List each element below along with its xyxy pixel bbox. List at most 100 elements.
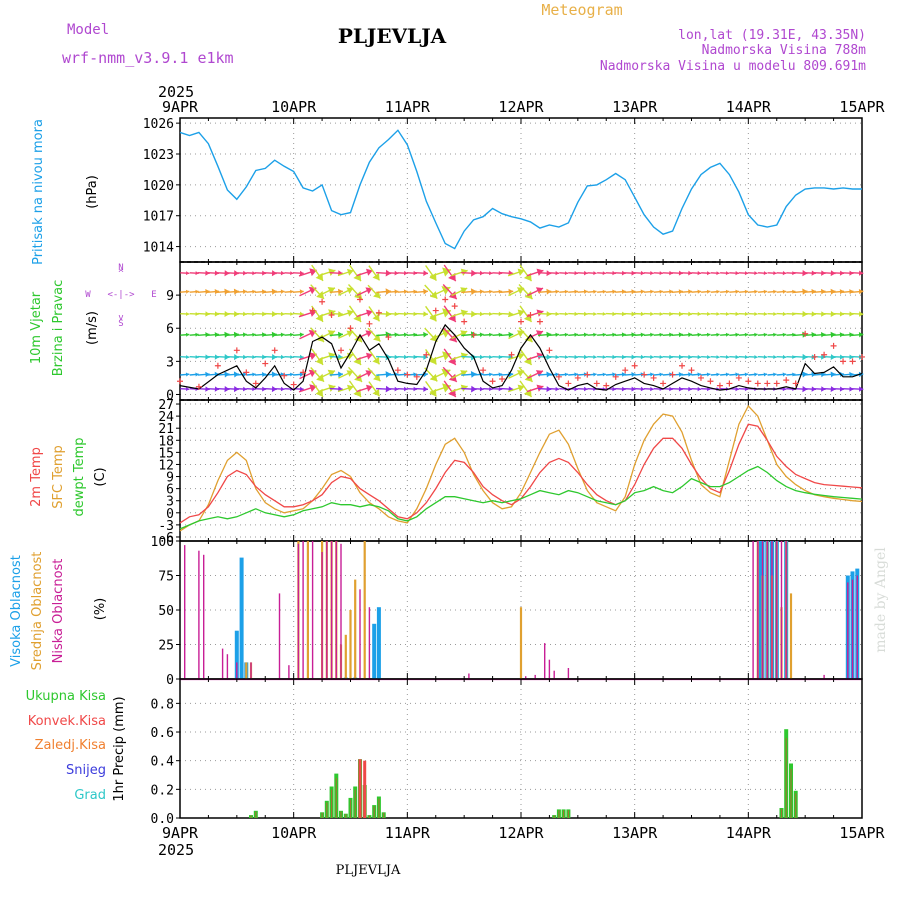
ytick-label: 27 xyxy=(158,398,174,413)
compass-n-arrow: ^ xyxy=(118,269,124,279)
wind-arrow-head xyxy=(782,354,787,360)
wind-arrow-head xyxy=(631,289,636,295)
wind-arrow-head xyxy=(735,386,739,392)
wind-arrow-head xyxy=(290,289,294,294)
cloud-bar-low xyxy=(184,545,186,679)
precip-bar-core xyxy=(567,810,569,818)
time-label-bottom: 12APR xyxy=(498,824,544,842)
wind-arrow-head xyxy=(243,311,247,317)
wind-arrow-head xyxy=(678,332,683,338)
wind-arrow-head xyxy=(754,289,758,294)
wind-gust-mark xyxy=(745,378,752,385)
time-axis-bottom: 9APR 10APR 11APR 12APR 13APR 14APR 15APR xyxy=(162,824,886,842)
ytick-label: -3 xyxy=(158,519,174,534)
temp-ylabel: 2m Temp xyxy=(29,447,44,507)
compass-e: E xyxy=(151,290,156,300)
wind-arrow-head xyxy=(706,372,711,377)
wind-arrow-head xyxy=(338,331,343,338)
wind-gust-mark xyxy=(375,309,382,316)
precip-bar-core xyxy=(558,810,560,818)
wind-arrow-head xyxy=(441,329,451,338)
wind-arrow-head xyxy=(621,270,626,276)
wind-arrow-head xyxy=(479,270,484,276)
ytick-label: 3 xyxy=(166,495,174,510)
wind-arrow-head xyxy=(185,332,190,337)
wind-arrow-head xyxy=(372,356,380,365)
wind-gust-mark xyxy=(565,380,572,387)
wind-arrow-head xyxy=(773,355,777,359)
panel-frame xyxy=(179,678,863,819)
wind-gust-mark xyxy=(432,307,439,314)
wind-arrow-head xyxy=(773,332,777,337)
wind-gust-mark xyxy=(499,376,506,383)
precip-bar-core xyxy=(345,814,347,818)
wind-arrow-head xyxy=(243,270,247,276)
cloud-bar-low xyxy=(468,673,470,679)
precip-bar-core xyxy=(563,810,565,818)
precip-bar-core xyxy=(349,799,352,818)
cloud-bar-low xyxy=(302,541,304,679)
time-label-top: 10APR xyxy=(271,98,317,116)
wind-arrow-head xyxy=(555,289,559,294)
wind-arrow-head xyxy=(640,332,645,337)
wind-arrow-head xyxy=(659,372,663,377)
wind-arrow-head xyxy=(517,268,525,276)
cloud-bar-high xyxy=(758,541,763,679)
wind-arrow-head xyxy=(688,289,693,294)
wind-gust-mark xyxy=(622,367,629,374)
wind-arrow-head xyxy=(640,354,645,360)
wind-arrow-head xyxy=(555,354,559,360)
wind-arrow-head xyxy=(535,330,543,338)
wind-arrow-head xyxy=(280,270,285,276)
wind-arrow-head xyxy=(839,289,845,295)
wind-arrow-head xyxy=(859,311,864,317)
wind-gust-mark xyxy=(612,373,619,380)
wind-arrow-head xyxy=(773,271,777,276)
year-bottom: 2025 xyxy=(158,841,194,859)
wind-arrow-head xyxy=(716,312,720,316)
wind-arrow-head xyxy=(744,271,749,276)
wind-arrow-head xyxy=(404,270,408,276)
time-label-bottom: 15APR xyxy=(839,824,885,842)
wind-arrow-head xyxy=(574,289,578,294)
ytick-label: 50 xyxy=(158,604,174,619)
wind-arrow-head xyxy=(763,289,768,294)
time-label-top: 14APR xyxy=(726,98,772,116)
wind-gust-mark xyxy=(518,318,524,325)
wind-arrow-head xyxy=(347,268,354,276)
time-label-bottom: 9APR xyxy=(162,824,199,842)
wind-gust-mark xyxy=(830,342,837,349)
precip-bar-core xyxy=(785,738,787,818)
wind-arrow-head xyxy=(688,332,693,338)
cloud-bar-low xyxy=(567,668,570,679)
wind-arrow-head xyxy=(754,355,758,359)
precip-legend: Ukupna Kisa Konvek.Kisa Zaledj.Kisa Snij… xyxy=(26,689,106,803)
wind-arrow-head xyxy=(773,312,777,316)
wind-arrow-head xyxy=(716,289,720,294)
wind-arrow-head xyxy=(839,371,845,377)
wind-arrow-head xyxy=(650,386,654,392)
wind-arrow-head xyxy=(744,355,749,360)
wind-arrow-head xyxy=(735,332,739,337)
wind-arrow-head xyxy=(394,289,399,294)
wind-arrow-head xyxy=(479,354,484,360)
wind-arrow-head xyxy=(535,370,543,377)
precip-bar-core xyxy=(383,812,385,818)
wind-arrow-head xyxy=(186,312,190,316)
precip-bar-core xyxy=(354,789,356,818)
wind-arrow-head xyxy=(612,354,616,360)
wind-gust-mark xyxy=(394,367,401,374)
wind-gust-mark xyxy=(233,347,240,354)
wind-arrow-head xyxy=(697,311,702,317)
wind-arrow-head xyxy=(725,312,730,316)
wind-arrow-head xyxy=(252,372,256,377)
wind-arrow-head xyxy=(299,289,304,294)
wind-arrow-head xyxy=(290,372,294,377)
wind-arrow-head xyxy=(243,354,247,360)
wind-gust-mark xyxy=(574,374,581,381)
cloud-ylabel2: Srednja Oblacnost xyxy=(30,552,45,671)
wind-arrow-head xyxy=(659,332,663,337)
wind-arrow-head xyxy=(688,311,693,317)
legend-snow: Snijeg xyxy=(66,763,106,778)
wind-gust-mark xyxy=(802,330,809,337)
